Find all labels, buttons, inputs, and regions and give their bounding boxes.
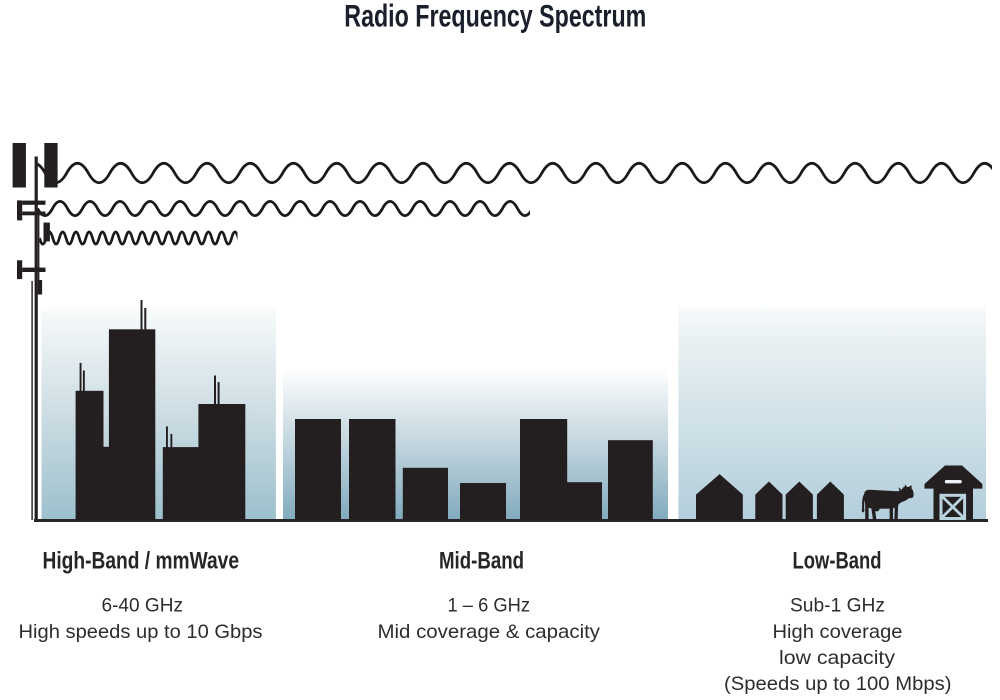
svg-text:(Speeds up to 100 Mbps): (Speeds up to 100 Mbps) (724, 673, 952, 695)
svg-text:High speeds up to 10 Gbps: High speeds up to 10 Gbps (19, 621, 263, 643)
svg-text:low capacity: low capacity (779, 647, 895, 669)
svg-text:High-Band / mmWave: High-Band / mmWave (43, 548, 240, 575)
svg-text:1 – 6 GHz: 1 – 6 GHz (448, 595, 531, 617)
svg-text:Mid-Band: Mid-Band (439, 548, 524, 575)
svg-text:6-40 GHz: 6-40 GHz (102, 595, 184, 617)
svg-text:Radio Frequency Spectrum: Radio Frequency Spectrum (344, 0, 646, 34)
svg-text:Sub-1 GHz: Sub-1 GHz (790, 595, 885, 617)
svg-text:Low-Band: Low-Band (793, 548, 882, 575)
svg-text:High coverage: High coverage (773, 621, 903, 643)
svg-text:Mid coverage & capacity: Mid coverage & capacity (378, 621, 601, 643)
